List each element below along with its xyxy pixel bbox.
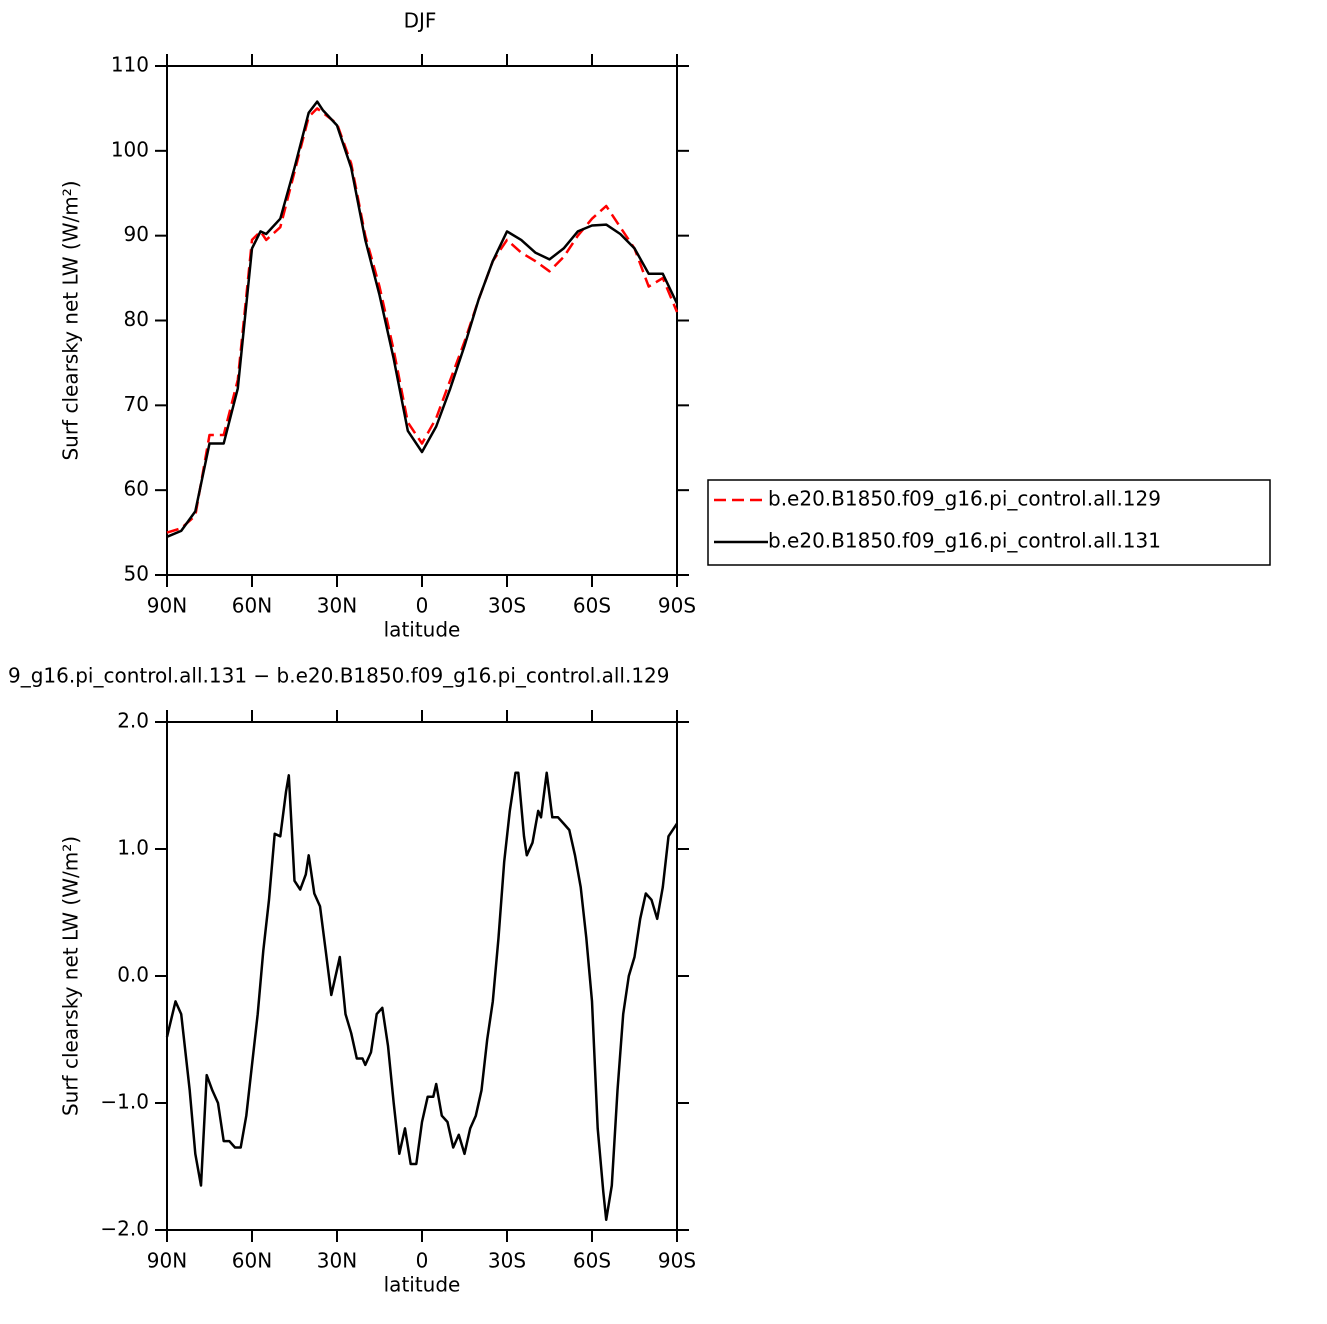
- y-tick-label: 2.0: [117, 709, 149, 733]
- data-line: [166, 100, 679, 538]
- y-tick-label: 60: [124, 477, 149, 501]
- legend-label: b.e20.B1850.f09_g16.pi_control.all.129: [768, 487, 1161, 511]
- x-tick-label: 90N: [147, 1249, 187, 1273]
- y-tick-label: 50: [124, 562, 149, 586]
- y-tick-label: −1.0: [100, 1090, 149, 1114]
- y-tick-label: 70: [124, 392, 149, 416]
- x-tick-label: 90N: [147, 594, 187, 618]
- x-tick-label: 30N: [317, 1249, 357, 1273]
- y-axis-label: Surf clearsky net LW (W/m²): [59, 180, 83, 460]
- x-tick-label: 30S: [488, 594, 526, 618]
- x-tick-label: 60N: [232, 594, 272, 618]
- data-line: [166, 107, 679, 534]
- y-tick-label: −2.0: [100, 1217, 149, 1241]
- legend-label: b.e20.B1850.f09_g16.pi_control.all.131: [768, 529, 1161, 553]
- x-tick-label: 0: [416, 594, 429, 618]
- x-axis-label: latitude: [384, 1273, 461, 1297]
- legend-frame: [707, 479, 1271, 566]
- y-tick-label: 110: [111, 53, 149, 77]
- x-tick-label: 30S: [488, 1249, 526, 1273]
- y-tick-label: 90: [124, 222, 149, 246]
- x-tick-label: 60S: [573, 1249, 611, 1273]
- x-axis-label: latitude: [384, 618, 461, 642]
- y-tick-label: 100: [111, 137, 149, 161]
- chart-title: DJF: [404, 9, 437, 33]
- y-tick-label: 0.0: [117, 963, 149, 987]
- data-line: [165, 771, 679, 1222]
- chart-title: 9_g16.pi_control.all.131 − b.e20.B1850.f…: [8, 664, 670, 688]
- x-tick-label: 90S: [658, 1249, 696, 1273]
- x-tick-label: 60S: [573, 594, 611, 618]
- x-tick-label: 60N: [232, 1249, 272, 1273]
- y-tick-label: 80: [124, 307, 149, 331]
- x-tick-label: 30N: [317, 594, 357, 618]
- x-tick-label: 0: [416, 1249, 429, 1273]
- y-axis-label: Surf clearsky net LW (W/m²): [59, 836, 83, 1116]
- x-tick-label: 90S: [658, 594, 696, 618]
- y-tick-label: 1.0: [117, 836, 149, 860]
